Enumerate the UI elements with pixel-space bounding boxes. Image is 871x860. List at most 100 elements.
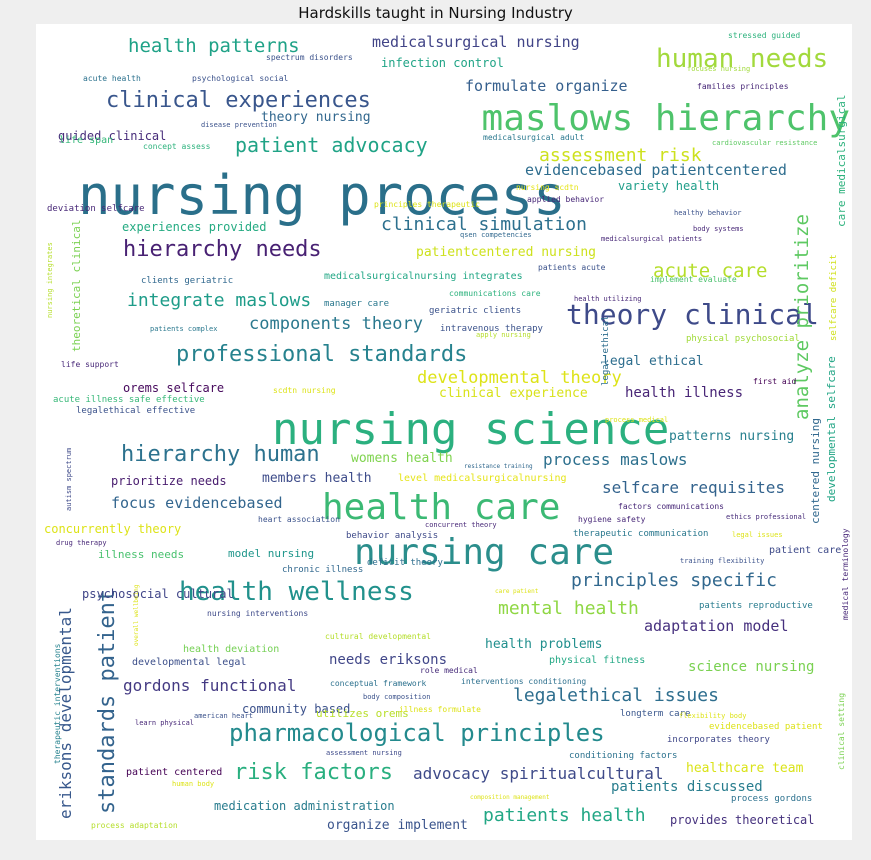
word-cloud-term: overall wellbeing xyxy=(133,584,140,646)
word-cloud-term: healthy behavior xyxy=(674,209,742,217)
word-cloud-term: infection control xyxy=(381,56,504,70)
word-cloud-term: medicalsurgical patients xyxy=(601,235,703,243)
word-cloud-term: patterns nursing xyxy=(669,429,795,444)
word-cloud-term: acute health xyxy=(83,74,141,83)
word-cloud-term: clinical experiences xyxy=(106,88,371,113)
word-cloud-term: medicalsurgical adult xyxy=(483,133,585,142)
word-cloud-term: concept assess xyxy=(143,142,211,151)
word-cloud-term: communications care xyxy=(449,289,541,298)
word-cloud-term: legalethical effective xyxy=(76,406,196,416)
word-cloud-term: medicalsurgical nursing xyxy=(372,33,580,51)
word-cloud-term: clients geriatric xyxy=(141,276,234,286)
word-cloud-term: components theory xyxy=(249,314,423,334)
word-cloud-term: evidencebased patientcentered xyxy=(525,161,787,179)
word-cloud-term: apply nursing xyxy=(476,331,531,339)
word-cloud-term: physical fitness xyxy=(549,655,646,666)
word-cloud-term: health care xyxy=(322,487,561,528)
word-cloud-term: variety health xyxy=(618,179,720,193)
word-cloud-term: developmental selfcare xyxy=(825,356,838,502)
word-cloud-term: human needs xyxy=(656,44,829,74)
word-cloud-term: cultural developmental xyxy=(325,632,431,641)
word-cloud-term: illness needs xyxy=(98,548,185,561)
word-cloud-term: concurrently theory xyxy=(44,522,182,536)
word-cloud-term: legal ethical xyxy=(602,354,704,369)
word-cloud-term: level medicalsurgicalnursing xyxy=(398,473,567,484)
word-cloud-term: patient advocacy xyxy=(235,133,428,157)
word-cloud-term: principles therapeutic xyxy=(374,200,480,209)
word-cloud-term: hierarchy needs xyxy=(123,237,322,262)
word-cloud-term: care medicalsurgical xyxy=(835,94,848,227)
word-cloud-term: interventions conditioning xyxy=(461,677,587,686)
word-cloud-term: theoretical clinical xyxy=(70,219,83,352)
word-cloud-term: applied behavior xyxy=(527,195,605,204)
word-cloud-term: patientcentered nursing xyxy=(416,245,597,260)
word-cloud-term: first aid xyxy=(753,377,797,386)
word-cloud-term: orems selfcare xyxy=(123,381,225,395)
word-cloud-term: advocacy spiritualcultural xyxy=(413,764,664,783)
word-cloud-term: human body xyxy=(172,780,215,788)
word-cloud-term: flexibility body xyxy=(679,712,747,720)
word-cloud-term: clinical simulation xyxy=(381,214,587,235)
word-cloud-term: science nursing xyxy=(688,659,815,675)
word-cloud-term: nursing process xyxy=(78,164,566,227)
word-cloud-term: physical psychosocial xyxy=(686,334,800,344)
word-cloud-term: health problems xyxy=(485,637,603,652)
word-cloud-term: composition management xyxy=(470,794,550,801)
word-cloud-term: nursing care xyxy=(354,532,615,573)
word-cloud-term: qsen competencies xyxy=(460,231,532,239)
word-cloud-term: health illness xyxy=(625,385,744,401)
word-cloud-term: guided clinical xyxy=(58,129,167,143)
word-cloud-term: scdtn nursing xyxy=(273,386,336,395)
word-cloud-term: process gordons xyxy=(731,794,813,804)
word-cloud-term: members health xyxy=(262,471,372,486)
word-cloud-term: patient centered xyxy=(126,767,223,778)
word-cloud-term: chronic illness xyxy=(282,565,364,575)
word-cloud-term: life span xyxy=(59,135,114,146)
word-cloud-term: focuses nursing xyxy=(687,65,751,73)
word-cloud-term: therapeutic interventions xyxy=(53,643,62,764)
word-cloud-term: developmental legal xyxy=(132,657,247,668)
word-cloud-term: patients acute xyxy=(538,263,606,272)
word-cloud-term: stressed guided xyxy=(728,31,801,40)
word-cloud-term: process adaptation xyxy=(91,821,178,830)
word-cloud-term: ethics professional xyxy=(726,513,807,521)
word-cloud-term: resistance training xyxy=(464,463,533,470)
word-cloud-term: body composition xyxy=(363,693,431,701)
word-cloud-term: drug therapy xyxy=(56,539,107,547)
word-cloud-term: patients health xyxy=(483,805,646,826)
word-cloud-term: provides theoretical xyxy=(670,813,815,827)
word-cloud-term: autism spectrum xyxy=(65,447,73,511)
chart-title: Hardskills taught in Nursing Industry xyxy=(298,4,573,22)
word-cloud-term: nursing integrates xyxy=(46,242,54,318)
word-cloud-term: medicalsurgicalnursing integrates xyxy=(324,271,523,282)
word-cloud-term: intravenous therapy xyxy=(440,324,543,334)
word-cloud-term: integrate maslows xyxy=(127,290,312,311)
word-cloud-term: concurrent theory xyxy=(425,521,497,529)
word-cloud-term: theory clinical xyxy=(566,298,819,331)
word-cloud-term: focus evidencebased xyxy=(111,494,283,512)
word-cloud-term: evidencebased patient xyxy=(709,722,823,732)
word-cloud-term: assessment risk xyxy=(539,145,702,166)
word-cloud-term: deficit theory xyxy=(367,558,443,568)
word-cloud-term: american heart xyxy=(194,712,254,720)
word-cloud-term: nursing scdtn xyxy=(516,183,579,192)
word-cloud-term: health wellness xyxy=(179,577,414,607)
word-cloud-term: selfcare requisites xyxy=(602,478,786,497)
word-cloud-term: patients discussed xyxy=(611,779,763,795)
word-cloud-term: analyze prioritize xyxy=(791,214,813,420)
word-cloud-term: legal issues xyxy=(732,531,783,539)
word-cloud-term: training flexibility xyxy=(680,557,765,565)
word-cloud-term: families principles xyxy=(697,82,789,91)
word-cloud-term: longterm care xyxy=(620,709,691,719)
word-cloud-term: hygiene safety xyxy=(578,515,646,524)
word-cloud-term: acute care xyxy=(653,260,768,282)
word-cloud-term: disease prevention xyxy=(201,121,277,129)
word-cloud-term: theory nursing xyxy=(261,110,371,125)
word-cloud-term: legalethical issues xyxy=(513,685,719,706)
word-cloud-term: learn physical xyxy=(135,719,195,727)
word-cloud-term: needs eriksons xyxy=(329,652,448,668)
word-cloud-term: acute illness safe effective xyxy=(53,395,205,405)
word-cloud: nursing process nursing science maslows hi… xyxy=(36,24,852,840)
word-cloud-term: health utilizing xyxy=(574,295,642,303)
word-cloud-term: patients reproductive xyxy=(699,601,813,611)
